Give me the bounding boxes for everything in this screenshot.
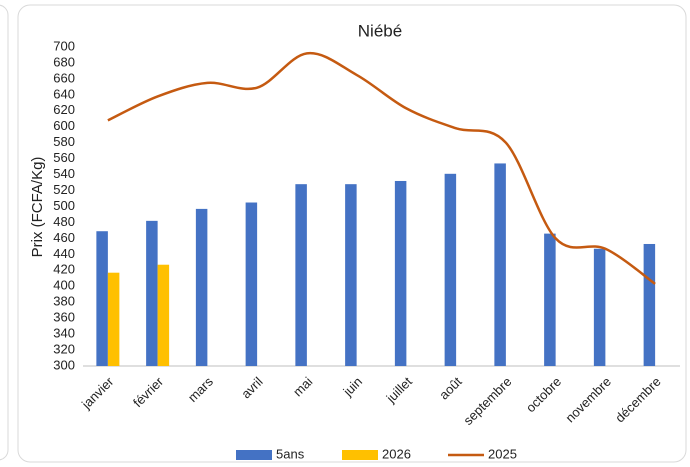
- bar: [494, 163, 506, 366]
- y-tick-label: 400: [53, 278, 75, 293]
- bar: [544, 233, 556, 366]
- line-series: [107, 52, 656, 285]
- bar: [643, 243, 656, 366]
- legend-swatch: [342, 450, 378, 460]
- legend-label: 5ans: [276, 446, 305, 461]
- bar: [96, 231, 108, 366]
- y-tick-label: 500: [53, 198, 75, 213]
- y-tick-label: 620: [53, 102, 75, 117]
- y-tick-label: 480: [53, 214, 75, 229]
- bar: [295, 184, 307, 366]
- y-tick-label: 520: [53, 182, 75, 197]
- y-tick-label: 680: [53, 54, 75, 69]
- y-axis-title: Prix (FCFA/Kg): [29, 157, 46, 258]
- y-tick-label: 380: [53, 294, 75, 309]
- y-tick-label: 360: [53, 310, 75, 325]
- bar: [444, 173, 457, 366]
- y-tick-label: 580: [53, 134, 75, 149]
- y-tick-label: 440: [53, 246, 75, 261]
- side-panel: [0, 4, 9, 461]
- y-tick-label: 540: [53, 166, 75, 181]
- legend-label: 2026: [382, 446, 411, 461]
- bar: [195, 208, 208, 366]
- y-tick-label: 340: [53, 326, 75, 341]
- y-tick-label: 560: [53, 150, 75, 165]
- y-tick-label: 300: [53, 357, 75, 372]
- y-tick-label: 320: [53, 341, 75, 356]
- y-tick-label: 600: [53, 118, 75, 133]
- bar: [394, 180, 407, 366]
- y-tick-label: 420: [53, 262, 75, 277]
- bar: [107, 272, 120, 366]
- y-tick-label: 460: [53, 230, 75, 245]
- y-tick-label: 640: [53, 86, 75, 101]
- bar: [593, 248, 606, 366]
- chart-title: Niébé: [358, 21, 402, 40]
- legend-swatch: [236, 450, 272, 460]
- y-tick-label: 660: [53, 70, 75, 85]
- bar: [345, 184, 357, 366]
- legend-label: 2025: [488, 446, 517, 461]
- bar: [245, 202, 258, 366]
- y-tick-label: 700: [53, 38, 75, 53]
- bar: [157, 264, 170, 366]
- bar: [146, 220, 158, 366]
